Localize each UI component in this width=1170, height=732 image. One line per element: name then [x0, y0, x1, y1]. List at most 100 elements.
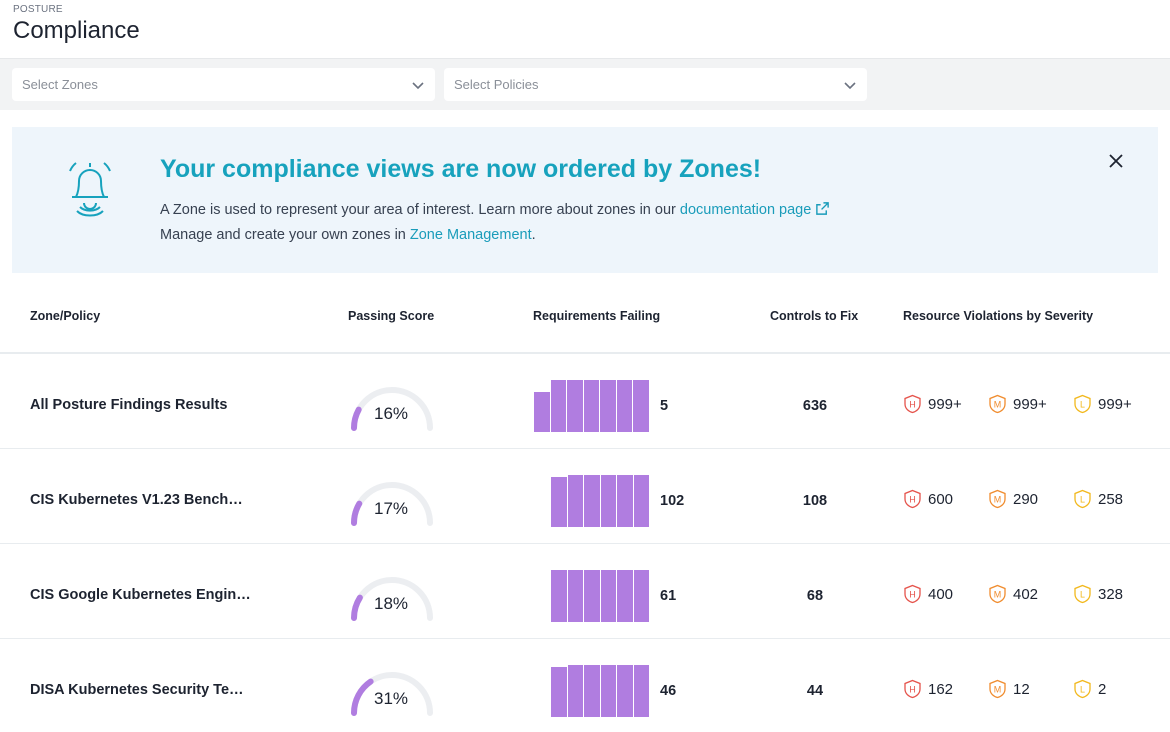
- severity-medium-icon: M: [989, 679, 1006, 699]
- requirements-failing-bars: [551, 570, 649, 622]
- filter-bar: Select Zones Select Policies: [0, 59, 1170, 110]
- requirements-failing-count: 5: [660, 398, 669, 414]
- external-link-icon[interactable]: [815, 201, 830, 216]
- svg-text:M: M: [994, 400, 1002, 410]
- passing-score-value: 18%: [374, 594, 409, 613]
- banner-text-2: Manage and create your own zones in Zone…: [160, 227, 536, 243]
- severity-medium-icon: M: [989, 489, 1006, 509]
- table-row[interactable]: CIS Kubernetes V1.23 Bench… 17% 102 108 …: [0, 449, 1170, 544]
- requirement-bar: [584, 475, 600, 527]
- column-header-controls-to-fix[interactable]: Controls to Fix: [770, 309, 859, 323]
- passing-score-fill: [351, 678, 374, 716]
- severity-high-icon: H: [904, 679, 921, 699]
- zone-policy-name[interactable]: CIS Google Kubernetes Engin…: [30, 587, 251, 603]
- svg-text:H: H: [909, 685, 916, 695]
- severity-medium-icon: M: [989, 584, 1006, 604]
- requirements-failing-bars: [551, 475, 649, 527]
- passing-score-value: 17%: [374, 499, 409, 518]
- severity-high-icon: H: [904, 394, 921, 414]
- requirement-bar: [551, 667, 567, 717]
- requirements-failing-bars: [551, 665, 649, 717]
- passing-score-fill: [351, 500, 363, 526]
- medium-severity-count[interactable]: M 290: [988, 489, 1038, 509]
- table-header: Zone/Policy Passing Score Requirements F…: [0, 273, 1170, 354]
- banner-text-2-body: Manage and create your own zones in: [160, 227, 410, 243]
- requirement-bar: [550, 380, 566, 432]
- bell-icon: [69, 162, 111, 217]
- requirement-bar: [633, 665, 649, 717]
- requirement-bar: [534, 392, 550, 432]
- high-severity-value: 400: [928, 585, 954, 603]
- severity-low-icon: L: [1074, 394, 1091, 414]
- low-severity-value: 328: [1098, 585, 1124, 603]
- requirement-bar: [617, 665, 633, 717]
- low-severity-count[interactable]: L 328: [1073, 584, 1123, 604]
- zone-policy-name[interactable]: DISA Kubernetes Security Te…: [30, 682, 244, 698]
- requirement-bar: [600, 475, 616, 527]
- high-severity-count[interactable]: H 162: [903, 679, 953, 699]
- requirement-bar: [567, 570, 583, 622]
- requirement-bar: [583, 380, 599, 432]
- zones-select-placeholder: Select Zones: [22, 77, 98, 92]
- low-severity-value: 2: [1098, 680, 1107, 698]
- banner-text-2-end: .: [531, 227, 536, 243]
- zones-select[interactable]: Select Zones: [12, 68, 435, 101]
- column-header-requirements-failing[interactable]: Requirements Failing: [533, 309, 661, 323]
- column-header-resource-violations[interactable]: Resource Violations by Severity: [903, 309, 1094, 323]
- high-severity-count[interactable]: H 999+: [903, 394, 962, 414]
- close-icon[interactable]: [1108, 153, 1124, 169]
- passing-score-fill: [351, 594, 363, 621]
- medium-severity-value: 290: [1013, 490, 1039, 508]
- table-body: All Posture Findings Results 16% 5 636 H…: [0, 354, 1170, 732]
- low-severity-count[interactable]: L 258: [1073, 489, 1123, 509]
- medium-severity-count[interactable]: M 402: [988, 584, 1038, 604]
- requirement-bar: [617, 570, 633, 622]
- controls-to-fix-count: 636: [802, 398, 828, 414]
- high-severity-count[interactable]: H 600: [903, 489, 953, 509]
- low-severity-value: 999+: [1098, 395, 1132, 413]
- passing-score-gauge: [351, 577, 433, 621]
- column-header-zone-policy[interactable]: Zone/Policy: [30, 309, 101, 323]
- requirement-bar: [600, 570, 616, 622]
- requirement-bar: [567, 475, 583, 527]
- column-header-passing-score[interactable]: Passing Score: [348, 309, 435, 323]
- documentation-link[interactable]: documentation page: [679, 202, 812, 218]
- svg-text:H: H: [909, 590, 916, 600]
- passing-score-gauge: [351, 387, 433, 431]
- low-severity-value: 258: [1098, 490, 1124, 508]
- page-title: Compliance: [13, 17, 140, 44]
- zone-policy-name[interactable]: CIS Kubernetes V1.23 Bench…: [30, 492, 243, 508]
- medium-severity-count[interactable]: M 12: [988, 679, 1030, 699]
- medium-severity-count[interactable]: M 999+: [988, 394, 1047, 414]
- policies-select[interactable]: Select Policies: [444, 68, 867, 101]
- severity-high-icon: H: [904, 489, 921, 509]
- high-severity-count[interactable]: H 400: [903, 584, 953, 604]
- requirement-bar: [633, 570, 649, 622]
- requirement-bar: [617, 475, 633, 527]
- zone-management-link[interactable]: Zone Management: [409, 227, 532, 243]
- table-row[interactable]: All Posture Findings Results 16% 5 636 H…: [0, 354, 1170, 449]
- requirements-failing-count: 102: [660, 493, 685, 509]
- policies-select-placeholder: Select Policies: [454, 77, 539, 92]
- controls-to-fix-count: 108: [802, 493, 828, 509]
- high-severity-value: 162: [928, 680, 954, 698]
- low-severity-count[interactable]: L 999+: [1073, 394, 1132, 414]
- svg-text:L: L: [1080, 590, 1085, 600]
- zone-policy-name[interactable]: All Posture Findings Results: [30, 397, 228, 413]
- requirement-bar: [600, 665, 616, 717]
- controls-to-fix-count: 44: [806, 683, 824, 699]
- medium-severity-value: 402: [1013, 585, 1039, 603]
- requirement-bar: [567, 380, 583, 432]
- requirements-failing-count: 46: [660, 683, 677, 699]
- severity-low-icon: L: [1074, 584, 1091, 604]
- table-row[interactable]: DISA Kubernetes Security Te… 31% 46 44 H…: [0, 639, 1170, 732]
- requirements-failing-bars: [534, 380, 649, 432]
- requirement-bar: [633, 380, 649, 432]
- page-header: POSTURE Compliance: [0, 0, 1170, 59]
- svg-text:M: M: [994, 590, 1002, 600]
- requirement-bar: [633, 475, 649, 527]
- table-row[interactable]: CIS Google Kubernetes Engin… 18% 61 68 H…: [0, 544, 1170, 639]
- passing-score-value: 31%: [374, 689, 409, 708]
- high-severity-value: 600: [928, 490, 954, 508]
